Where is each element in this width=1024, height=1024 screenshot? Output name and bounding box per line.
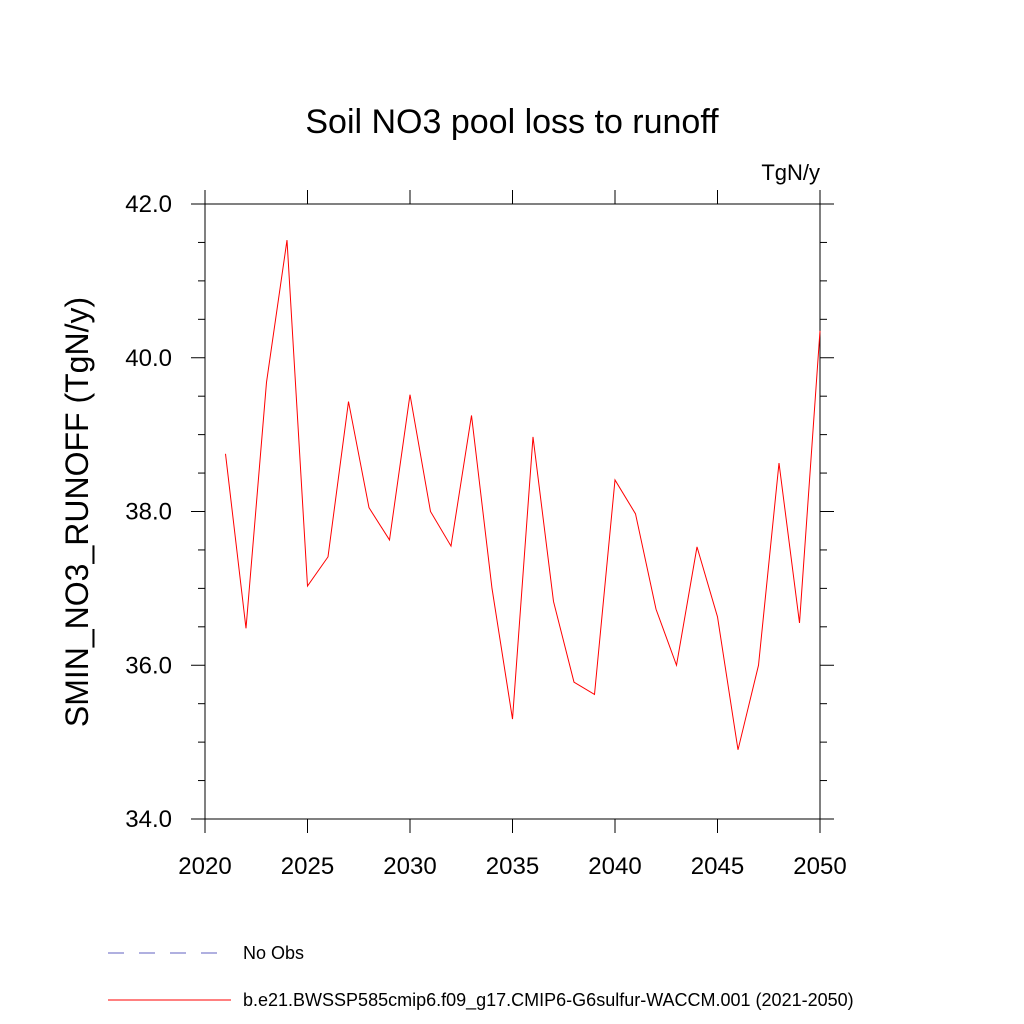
chart-title: Soil NO3 pool loss to runoff <box>305 103 719 141</box>
plot-area-frame <box>205 204 820 819</box>
y-tick-label: 42.0 <box>125 191 172 218</box>
x-tick-label: 2045 <box>691 853 744 880</box>
x-tick-label: 2035 <box>486 853 539 880</box>
chart-canvas: Soil NO3 pool loss to runoff TgN/y SMIN_… <box>0 0 1024 1024</box>
x-tick-label: 2020 <box>178 853 231 880</box>
x-tick-labels: 2020 2025 2030 2035 2040 2045 2050 <box>178 853 846 880</box>
y-tick-label: 38.0 <box>125 499 172 526</box>
units-label: TgN/y <box>761 160 820 185</box>
legend-label-model: b.e21.BWSSP585cmip6.f09_g17.CMIP6-G6sulf… <box>243 990 854 1011</box>
y-tick-label: 36.0 <box>125 652 172 679</box>
y-tick-labels: 34.0 36.0 38.0 40.0 42.0 <box>125 191 172 833</box>
x-tick-label: 2040 <box>588 853 641 880</box>
y-tick-label: 40.0 <box>125 345 172 372</box>
series-line-0 <box>226 240 821 750</box>
x-tick-label: 2025 <box>281 853 334 880</box>
legend-label-no-obs: No Obs <box>243 943 304 963</box>
x-tick-label: 2030 <box>383 853 436 880</box>
legend: No Obs b.e21.BWSSP585cmip6.f09_g17.CMIP6… <box>108 943 854 1011</box>
x-tick-label: 2050 <box>793 853 846 880</box>
y-tick-label: 34.0 <box>125 806 172 833</box>
axis-ticks <box>191 190 834 833</box>
series-lines <box>226 240 821 750</box>
y-axis-label: SMIN_NO3_RUNOFF (TgN/y) <box>59 297 95 727</box>
